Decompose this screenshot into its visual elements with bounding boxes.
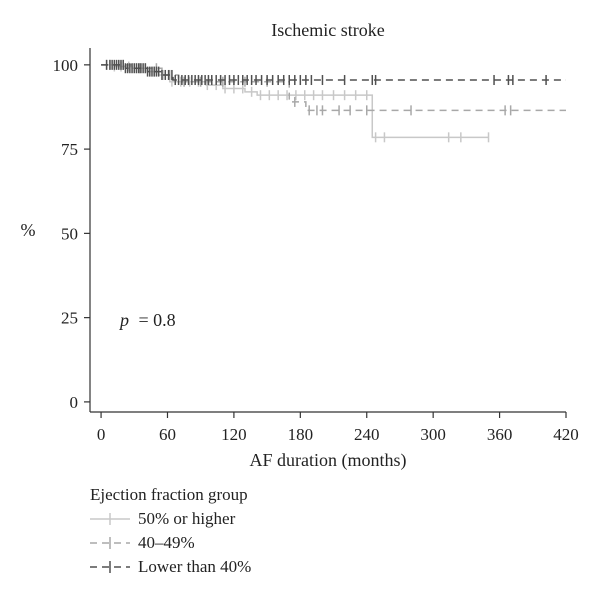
x-tick-label: 300 bbox=[420, 425, 446, 444]
axes: 0 25 50 75 100 0 60 120 180 240 300 360 420 bbox=[53, 48, 579, 444]
y-axis-label: % bbox=[21, 220, 36, 240]
legend-title: Ejection fraction group bbox=[90, 485, 248, 504]
legend-swatch-ef-lt-40 bbox=[90, 561, 130, 573]
p-value-annotation: p = 0.8 bbox=[118, 310, 176, 330]
p-label: p bbox=[118, 310, 129, 330]
y-tick-label: 100 bbox=[53, 56, 79, 75]
legend-label: 50% or higher bbox=[138, 509, 236, 528]
series-line bbox=[101, 64, 566, 81]
x-tick-label: 60 bbox=[159, 425, 176, 444]
x-tick-label: 240 bbox=[354, 425, 380, 444]
legend-label: 40–49% bbox=[138, 533, 195, 552]
x-tick-label: 180 bbox=[288, 425, 314, 444]
chart-title: Ischemic stroke bbox=[271, 20, 384, 40]
legend: Ejection fraction group 50% or higher 40… bbox=[90, 483, 251, 579]
legend-swatch-ef-40-49 bbox=[90, 537, 130, 549]
x-axis-label: AF duration (months) bbox=[250, 450, 407, 471]
x-tick-label: 0 bbox=[97, 425, 106, 444]
x-tick-label: 120 bbox=[221, 425, 247, 444]
legend-item-ef-lt-40: Lower than 40% bbox=[90, 555, 251, 579]
y-tick-label: 75 bbox=[61, 140, 78, 159]
p-value: = 0.8 bbox=[139, 310, 176, 330]
x-tick-label: 420 bbox=[553, 425, 579, 444]
legend-item-ef-40-49: 40–49% bbox=[90, 531, 251, 555]
series-2 bbox=[101, 59, 566, 86]
legend-label: Lower than 40% bbox=[138, 557, 252, 576]
y-tick-label: 0 bbox=[70, 393, 79, 412]
series-1 bbox=[101, 59, 566, 116]
legend-swatch-ef-50-plus bbox=[90, 513, 130, 525]
legend-item-ef-50-plus: 50% or higher bbox=[90, 507, 251, 531]
x-tick-label: 360 bbox=[487, 425, 513, 444]
series-layer bbox=[101, 59, 566, 143]
y-tick-label: 25 bbox=[61, 309, 78, 328]
series-line bbox=[101, 64, 566, 112]
survival-chart: Ischemic stroke 0 25 50 75 100 0 60 120 180 240 30… bbox=[21, 20, 579, 471]
y-tick-label: 50 bbox=[61, 224, 78, 243]
